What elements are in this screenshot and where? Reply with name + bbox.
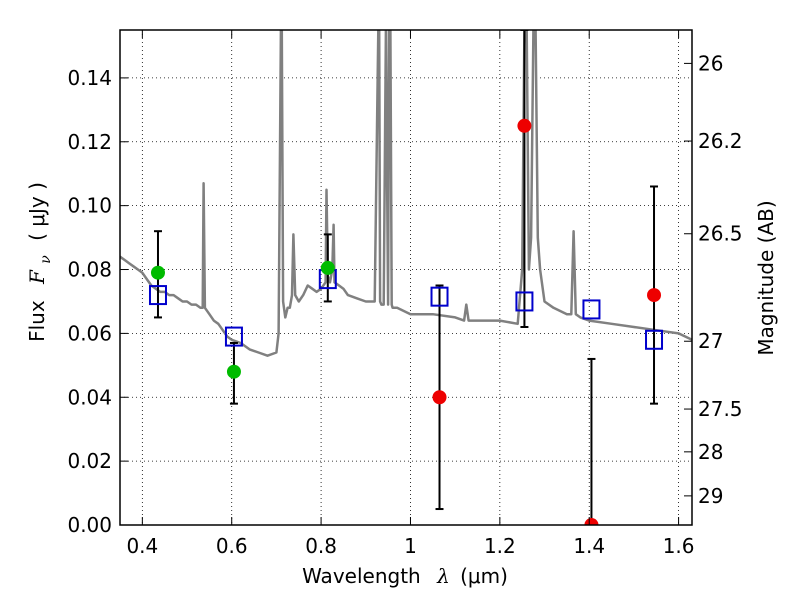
observed-circle-marker: [432, 390, 447, 405]
y2-tick-label: 28: [698, 440, 723, 464]
x-tick-label: 1.4: [573, 534, 605, 558]
model-square-marker: [430, 286, 449, 307]
axes-frame: [119, 29, 693, 526]
y2-tick-label: 29: [698, 484, 723, 508]
y2-tick-label: 26: [698, 51, 723, 75]
x-tick-label: 1.2: [484, 534, 516, 558]
x-axis-label: Wavelength λ (μm): [302, 564, 508, 588]
y-tick-label: 0.08: [67, 258, 112, 282]
y-tick-label: 0.14: [67, 66, 112, 90]
model-square-marker: [515, 291, 534, 312]
x-axis-label-unit: (μm): [460, 564, 508, 588]
y2-tick-label: 26.5: [698, 222, 743, 246]
y2-tick-label: 26.2: [698, 129, 743, 153]
x-tick-label: 0.8: [305, 534, 337, 558]
model-square-marker: [224, 326, 243, 347]
y-tick-label: 0.02: [67, 449, 112, 473]
y-tick-label: 0.12: [67, 130, 112, 154]
x-tick-label: 0.4: [126, 534, 158, 558]
observed-circle-marker: [584, 518, 599, 525]
y-tick-label: 0.00: [67, 513, 112, 537]
y-axis-label-unit: ( μJy ): [25, 182, 49, 241]
spectrum-line: [120, 30, 692, 357]
x-tick-label: 1.6: [663, 534, 695, 558]
observed-circle-marker: [320, 260, 335, 275]
y-axis-label-prefix: Flux: [25, 300, 49, 342]
y2-tick-label: 27.5: [698, 397, 743, 421]
x-tick-label: 0.6: [216, 534, 248, 558]
model-square-marker: [582, 299, 601, 320]
observed-circle-marker: [647, 288, 662, 303]
observed-circle-marker: [226, 364, 241, 379]
axis-ticks: 0.4 0.6 0.8 1 1.2 1.4 1.6 0.00 0.02 0.04 0.06 0.08 0…: [67, 30, 743, 558]
y-axis-label-sub: ν: [38, 255, 54, 264]
x-tick-label: 1: [404, 534, 417, 558]
y-tick-label: 0.10: [67, 194, 112, 218]
x-axis-label-symbol: λ: [436, 564, 450, 588]
y-axis-label: Flux F ν ( μJy ): [25, 182, 55, 342]
y-tick-label: 0.04: [67, 385, 112, 409]
model-square-marker: [645, 329, 664, 350]
model-square-marker: [148, 285, 167, 306]
y-tick-label: 0.06: [67, 321, 112, 345]
y-axis-label-symbol: F: [25, 269, 49, 285]
x-axis-label-prefix: Wavelength: [302, 564, 421, 588]
observed-circle-marker: [517, 118, 532, 133]
y2-tick-label: 27: [698, 329, 723, 353]
plot-area: [120, 30, 692, 525]
y2-axis-label: Magnitude (AB): [754, 200, 778, 355]
observed-circle-marker: [150, 265, 165, 280]
